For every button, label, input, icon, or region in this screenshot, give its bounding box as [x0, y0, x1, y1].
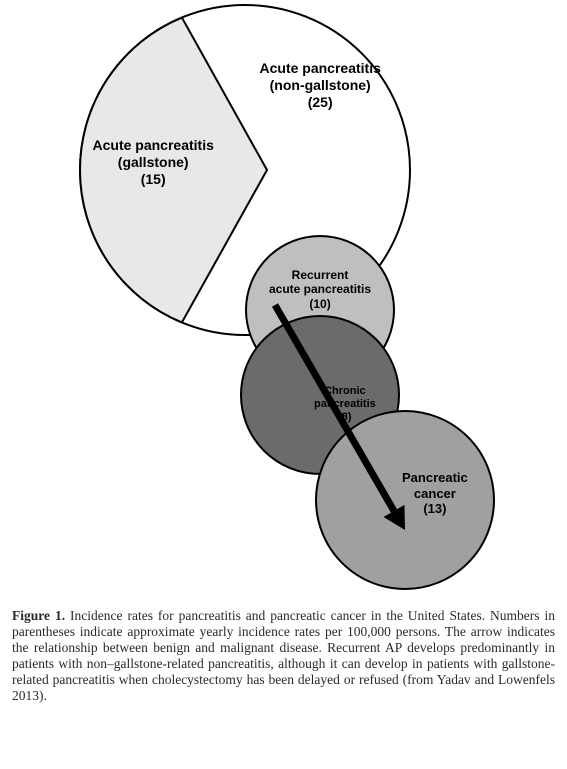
label-text: Chronic: [324, 385, 366, 397]
label-cancer: Pancreatic cancer (13): [402, 470, 468, 517]
label-recurrent: Recurrent acute pancreatitis (10): [269, 268, 371, 311]
label-text: pancreatitis: [314, 398, 376, 410]
figure-label: Figure 1.: [12, 608, 65, 623]
label-value: (25): [308, 94, 333, 110]
label-non-gallstone: Acute pancreatitis (non-gallstone) (25): [260, 60, 381, 110]
label-text: (non-gallstone): [270, 77, 371, 93]
label-text: Acute pancreatitis: [260, 60, 381, 76]
figure-caption: Figure 1. Incidence rates for pancreatit…: [0, 608, 567, 704]
label-text: Pancreatic: [402, 470, 468, 485]
label-text: cancer: [414, 486, 456, 501]
incidence-diagram: Acute pancreatitis (non-gallstone) (25) …: [0, 0, 567, 600]
label-value: (8): [338, 411, 351, 423]
caption-text: Incidence rates for pancreatitis and pan…: [12, 608, 555, 703]
label-gallstone: Acute pancreatitis (gallstone) (15): [93, 137, 214, 187]
label-text: (gallstone): [118, 154, 189, 170]
label-chronic: Chronic pancreatitis (8): [314, 385, 376, 425]
label-value: (15): [141, 171, 166, 187]
label-text: Recurrent: [292, 268, 349, 282]
label-value: (10): [309, 297, 330, 311]
label-text: acute pancreatitis: [269, 282, 371, 296]
label-value: (13): [423, 501, 446, 516]
label-text: Acute pancreatitis: [93, 137, 214, 153]
